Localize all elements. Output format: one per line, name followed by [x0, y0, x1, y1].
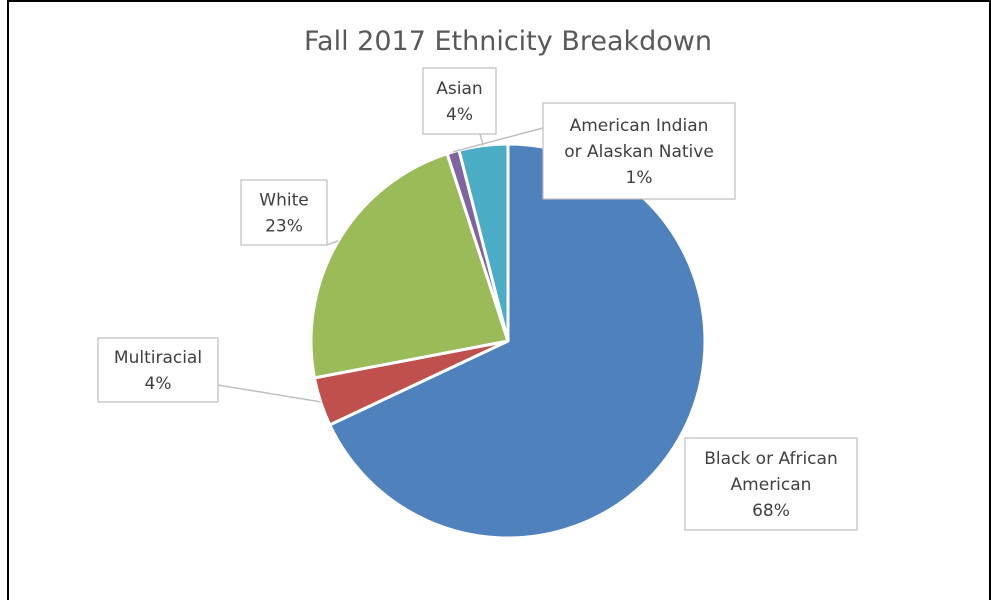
data-label-category: or Alaskan Native — [564, 142, 714, 162]
chart-title: Fall 2017 Ethnicity Breakdown — [304, 26, 712, 57]
data-label-percent: 23% — [265, 217, 303, 237]
data-labels: Black or African American 68% Multiracial 4%… — [97, 67, 858, 531]
leader-line-white — [326, 240, 339, 246]
data-label-box — [97, 337, 219, 403]
leader-line-multiracial — [217, 384, 321, 403]
data-label-percent: 68% — [752, 501, 790, 521]
data-label-asian: Asian 4% — [422, 67, 497, 135]
data-label-percent: 4% — [446, 105, 473, 125]
data-label-box — [542, 102, 736, 200]
data-label-box — [684, 437, 858, 531]
data-label-multiracial: Multiracial 4% — [97, 337, 219, 403]
data-label-category: Asian — [436, 79, 482, 99]
data-label-category: White — [259, 191, 308, 211]
leader-lines — [217, 127, 544, 403]
leader-line-asian — [479, 133, 485, 146]
data-label-box — [240, 179, 328, 246]
data-label-white: White 23% — [240, 179, 328, 246]
data-label-percent: 4% — [145, 374, 172, 394]
data-label-percent: 1% — [626, 168, 653, 188]
data-label-black-or-african-american: Black or African American 68% — [684, 437, 858, 531]
data-label-category: Multiracial — [114, 348, 202, 368]
data-label-category: Black or African — [704, 449, 837, 469]
data-label-american-indian-or-alaskan-native: American Indian or Alaskan Native 1% — [542, 102, 736, 200]
data-label-box — [422, 67, 497, 135]
pie-slices — [309, 142, 707, 540]
data-label-category: American — [731, 475, 812, 495]
pie-slice-white — [309, 152, 510, 380]
data-label-category: American Indian — [570, 116, 709, 136]
leader-line-american-indian-or-alaskan-native — [452, 127, 544, 153]
